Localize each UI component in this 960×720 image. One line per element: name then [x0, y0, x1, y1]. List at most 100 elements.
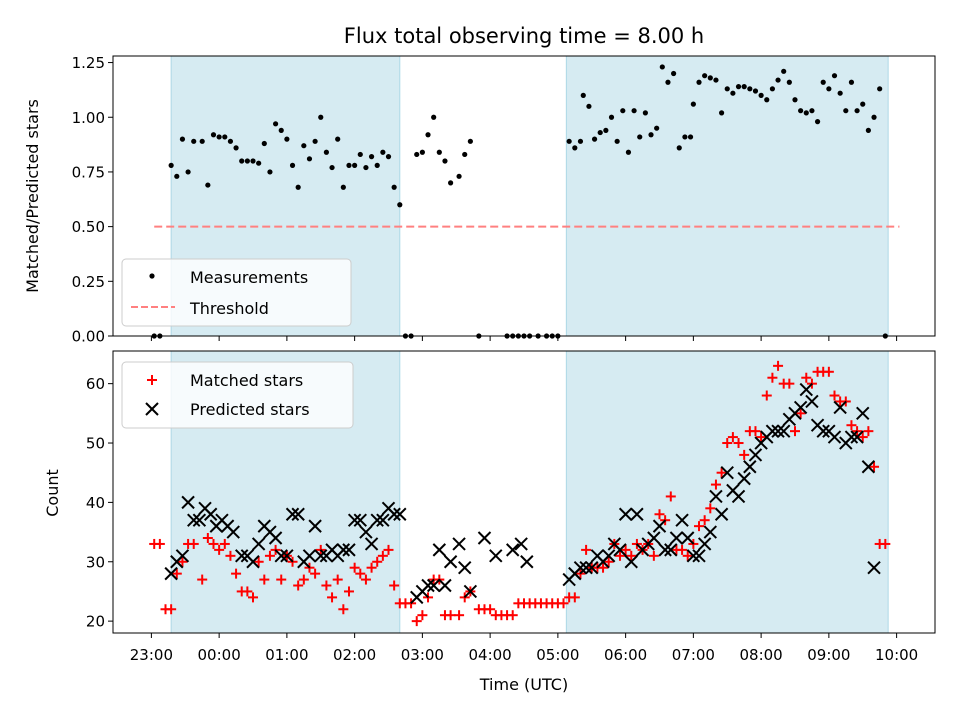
- measurement-point: [414, 151, 420, 158]
- measurement-point: [357, 151, 363, 158]
- measurement-point: [174, 173, 180, 179]
- measurement-point: [380, 149, 386, 155]
- predicted-star-point: [376, 513, 390, 527]
- x-tick-label: 01:00: [265, 646, 308, 664]
- measurement-point: [278, 127, 284, 133]
- measurement-point: [848, 79, 855, 85]
- predicted-star-point: [630, 507, 644, 521]
- matched-star-point: [202, 533, 213, 544]
- measurement-point: [442, 158, 448, 164]
- x-tick-label: 08:00: [739, 646, 782, 664]
- matched-star-point: [259, 574, 270, 585]
- measurement-point: [820, 79, 826, 85]
- measurement-point: [747, 86, 753, 92]
- matched-star-point: [366, 562, 377, 573]
- matched-star-point: [614, 550, 625, 561]
- matched-star-point: [349, 562, 360, 573]
- measurement-point: [724, 86, 730, 92]
- measurement-point: [261, 140, 267, 147]
- legend-threshold-label: Threshold: [189, 299, 269, 318]
- x-tick-label: 06:00: [604, 646, 647, 664]
- measurement-point: [227, 138, 234, 144]
- measurement-point: [340, 184, 346, 190]
- predicted-star-point: [748, 448, 763, 462]
- matched-star-point: [846, 420, 857, 431]
- measurement-point: [792, 97, 798, 103]
- measurement-point: [786, 79, 792, 85]
- matched-star-point: [682, 550, 693, 561]
- matched-star-point: [177, 556, 188, 567]
- measurement-point: [267, 169, 273, 175]
- matched-star-point: [360, 574, 371, 585]
- matched-star-point: [603, 556, 614, 567]
- measurement-point: [318, 114, 324, 120]
- measurement-point: [702, 73, 708, 79]
- predicted-star-point: [336, 543, 351, 557]
- x-tick-label: 10:00: [875, 646, 918, 664]
- matched-star-point: [869, 461, 880, 472]
- predicted-star-point: [743, 460, 757, 474]
- predicted-star-point: [359, 525, 373, 539]
- measurement-point: [826, 86, 832, 92]
- predicted-star-point: [452, 537, 466, 551]
- predicted-star-point: [765, 424, 780, 438]
- matched-star-point: [485, 604, 496, 615]
- measurement-point: [295, 184, 301, 190]
- measurement-point: [687, 134, 694, 140]
- x-tick-label: 23:00: [130, 646, 173, 664]
- predicted-star-point: [268, 531, 283, 545]
- predicted-star-point: [477, 531, 492, 545]
- predicted-star-point: [506, 543, 520, 557]
- measurement-point: [352, 162, 358, 168]
- measurement-point: [168, 162, 174, 168]
- predicted-star-point: [426, 578, 441, 593]
- legend-matched-label: Matched stars: [190, 371, 303, 390]
- measurement-point: [374, 162, 380, 168]
- measurement-point: [301, 143, 307, 149]
- x-tick-label: 05:00: [536, 646, 579, 664]
- matched-star-point: [197, 574, 208, 585]
- matched-star-point: [242, 586, 253, 597]
- predicted-star-point: [314, 549, 328, 563]
- measurement-point: [758, 92, 764, 98]
- predicted-star-point: [771, 424, 785, 438]
- top-panel: 0.00 0.25 0.50 0.75 1.00 1.25 Matched/Predict…: [23, 54, 936, 346]
- y-tick-label: 0.75: [72, 163, 105, 181]
- measurement-point: [597, 129, 603, 136]
- matched-star-point: [795, 408, 806, 419]
- matched-star-point: [705, 503, 716, 514]
- y-tick-label: 60: [86, 375, 105, 393]
- predicted-star-point: [342, 543, 356, 557]
- measurement-point: [199, 138, 205, 144]
- predicted-star-point: [793, 400, 808, 415]
- measurement-point: [860, 101, 866, 107]
- matched-star-point: [264, 550, 275, 561]
- x-tick-label: 09:00: [807, 646, 850, 664]
- matched-star-point: [558, 598, 569, 609]
- predicted-star-point: [387, 507, 401, 521]
- measurement-point: [642, 110, 648, 116]
- bottom-axes-frame: [112, 350, 936, 634]
- predicted-star-point: [489, 549, 503, 563]
- measurement-point: [707, 75, 713, 81]
- predicted-star-point: [681, 531, 695, 545]
- measurement-point: [871, 114, 877, 120]
- y-tick-label: 1.00: [72, 109, 105, 127]
- measurement-point: [696, 79, 702, 85]
- y-tick-label: 0.00: [72, 328, 105, 346]
- measurement-point: [580, 92, 586, 98]
- measurement-point: [831, 73, 838, 79]
- measurement-point: [216, 134, 222, 140]
- measurement-point: [467, 138, 473, 144]
- measurement-point: [665, 79, 671, 85]
- predicted-star-point: [353, 513, 367, 527]
- measurement-point: [741, 84, 747, 90]
- measurement-point: [323, 149, 330, 155]
- bottom-legend: Matched stars Predicted stars: [121, 361, 354, 429]
- measurement-point: [608, 114, 615, 120]
- matched-star-point: [699, 515, 710, 526]
- matched-star-point: [383, 544, 394, 555]
- measurement-point: [210, 132, 217, 138]
- matched-star-point: [767, 372, 778, 383]
- matched-star-point: [214, 544, 225, 555]
